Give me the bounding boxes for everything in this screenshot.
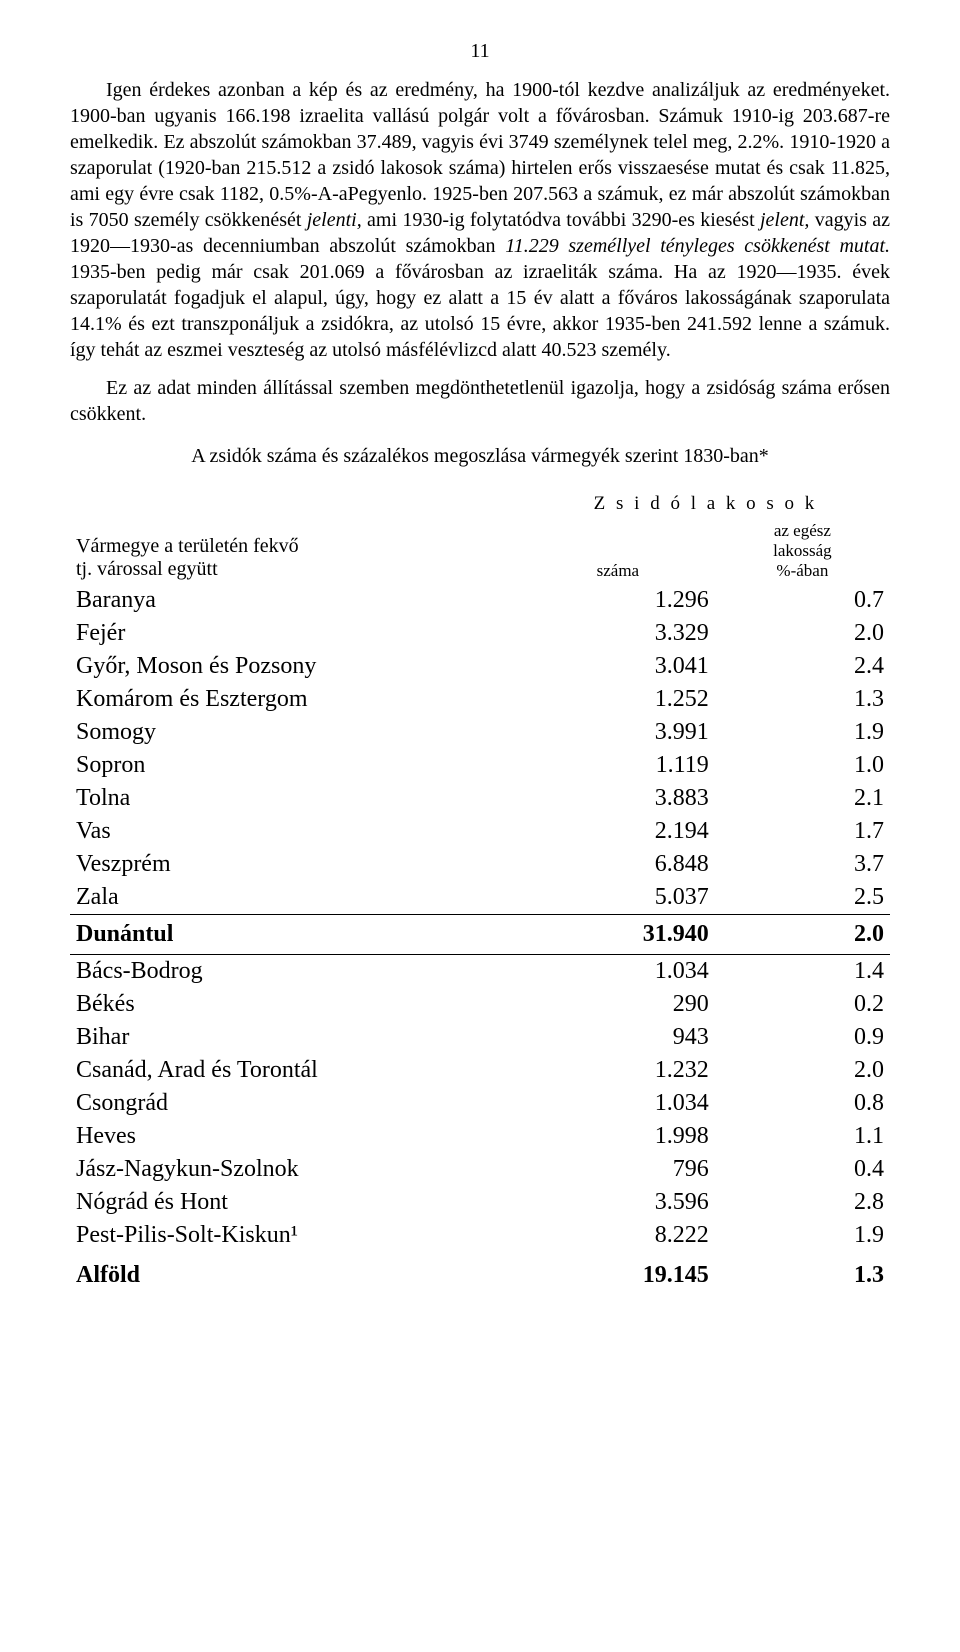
county-count: 6.848: [521, 848, 715, 881]
county-pct: 1.9: [715, 716, 890, 749]
table-row: Nógrád és Hont3.5962.8: [70, 1186, 890, 1219]
table-title: A zsidók száma és százalékos megoszlása …: [70, 445, 890, 468]
table-header-percent: az egész lakosság %-ában: [715, 518, 890, 584]
county-pct: 2.4: [715, 650, 890, 683]
table-row: Csongrád1.0340.8: [70, 1087, 890, 1120]
table-row: Pest-Pilis-Solt-Kiskun¹8.2221.9: [70, 1219, 890, 1252]
county-pct: 0.9: [715, 1021, 890, 1054]
table-row: Zala5.0372.5: [70, 881, 890, 915]
county-pct: 1.3: [715, 683, 890, 716]
county-name: Somogy: [70, 716, 521, 749]
county-name: Nógrád és Hont: [70, 1186, 521, 1219]
county-pct: 2.5: [715, 881, 890, 915]
body-paragraph: Igen érdekes azonban a kép és az eredmén…: [70, 77, 890, 363]
county-count: 1.998: [521, 1120, 715, 1153]
table-header-percent-l3: %-ában: [776, 561, 828, 580]
county-pct: 2.1: [715, 782, 890, 815]
county-count: 8.222: [521, 1219, 715, 1252]
county-count: 2.194: [521, 815, 715, 848]
table-row: Fejér3.3292.0: [70, 617, 890, 650]
county-name: Pest-Pilis-Solt-Kiskun¹: [70, 1219, 521, 1252]
subtotal-count: 19.145: [521, 1252, 715, 1292]
county-name: Zala: [70, 881, 521, 915]
county-pct: 3.7: [715, 848, 890, 881]
page-number: 11: [70, 40, 890, 63]
table-header-left: Vármegye a területén fekvő tj. várossal …: [70, 490, 521, 584]
county-pct: 2.0: [715, 617, 890, 650]
county-count: 1.119: [521, 749, 715, 782]
county-name: Győr, Moson és Pozsony: [70, 650, 521, 683]
county-name: Bihar: [70, 1021, 521, 1054]
county-pct: 0.4: [715, 1153, 890, 1186]
county-table: Vármegye a területén fekvő tj. várossal …: [70, 490, 890, 1292]
county-count: 3.883: [521, 782, 715, 815]
table-row: Somogy3.9911.9: [70, 716, 890, 749]
subtotal-name: Dunántul: [70, 915, 521, 955]
table-row: Tolna3.8832.1: [70, 782, 890, 815]
table-row: Komárom és Esztergom1.2521.3: [70, 683, 890, 716]
table-header-percent-l1: az egész: [774, 521, 831, 540]
county-pct: 0.2: [715, 988, 890, 1021]
county-pct: 1.9: [715, 1219, 890, 1252]
county-pct: 2.0: [715, 1054, 890, 1087]
county-count: 1.232: [521, 1054, 715, 1087]
subtotal-pct: 1.3: [715, 1252, 890, 1292]
table-subtotal-row: Dunántul 31.940 2.0: [70, 915, 890, 955]
table-row: Békés2900.2: [70, 988, 890, 1021]
table-row: Jász-Nagykun-Szolnok7960.4: [70, 1153, 890, 1186]
county-count: 796: [521, 1153, 715, 1186]
county-name: Jász-Nagykun-Szolnok: [70, 1153, 521, 1186]
subtotal-name: Alföld: [70, 1252, 521, 1292]
table-header-percent-l2: lakosság: [773, 541, 832, 560]
subtotal-pct: 2.0: [715, 915, 890, 955]
county-count: 1.034: [521, 1087, 715, 1120]
county-pct: 1.4: [715, 955, 890, 989]
table-header-group: Z s i d ó l a k o s o k: [521, 490, 890, 518]
county-count: 5.037: [521, 881, 715, 915]
county-name: Békés: [70, 988, 521, 1021]
county-count: 3.596: [521, 1186, 715, 1219]
table-row: Bács-Bodrog1.0341.4: [70, 955, 890, 989]
table-row: Veszprém6.8483.7: [70, 848, 890, 881]
county-name: Tolna: [70, 782, 521, 815]
county-count: 1.034: [521, 955, 715, 989]
table-header-left-line2: tj. várossal együtt: [76, 558, 218, 580]
county-name: Baranya: [70, 584, 521, 617]
county-count: 3.329: [521, 617, 715, 650]
county-count: 1.296: [521, 584, 715, 617]
county-name: Vas: [70, 815, 521, 848]
county-name: Csanád, Arad és Torontál: [70, 1054, 521, 1087]
table-row: Vas2.1941.7: [70, 815, 890, 848]
county-pct: 1.1: [715, 1120, 890, 1153]
county-name: Csongrád: [70, 1087, 521, 1120]
county-name: Komárom és Esztergom: [70, 683, 521, 716]
county-count: 290: [521, 988, 715, 1021]
county-name: Heves: [70, 1120, 521, 1153]
county-pct: 1.0: [715, 749, 890, 782]
table-row: Csanád, Arad és Torontál1.2322.0: [70, 1054, 890, 1087]
subtotal-count: 31.940: [521, 915, 715, 955]
table-header-left-line1: Vármegye a területén fekvő: [76, 535, 299, 557]
county-name: Fejér: [70, 617, 521, 650]
county-name: Bács-Bodrog: [70, 955, 521, 989]
county-pct: 0.7: [715, 584, 890, 617]
table-subtotal-row: Alföld 19.145 1.3: [70, 1252, 890, 1292]
body-paragraph: Ez az adat minden állítással szemben meg…: [70, 375, 890, 427]
table-row: Bihar9430.9: [70, 1021, 890, 1054]
county-count: 3.991: [521, 716, 715, 749]
table-row: Győr, Moson és Pozsony3.0412.4: [70, 650, 890, 683]
table-row: Sopron1.1191.0: [70, 749, 890, 782]
county-count: 1.252: [521, 683, 715, 716]
county-pct: 0.8: [715, 1087, 890, 1120]
county-count: 943: [521, 1021, 715, 1054]
county-pct: 2.8: [715, 1186, 890, 1219]
county-count: 3.041: [521, 650, 715, 683]
table-header-count: száma: [521, 518, 715, 584]
county-pct: 1.7: [715, 815, 890, 848]
county-name: Sopron: [70, 749, 521, 782]
table-row: Baranya1.2960.7: [70, 584, 890, 617]
county-name: Veszprém: [70, 848, 521, 881]
table-row: Heves1.9981.1: [70, 1120, 890, 1153]
